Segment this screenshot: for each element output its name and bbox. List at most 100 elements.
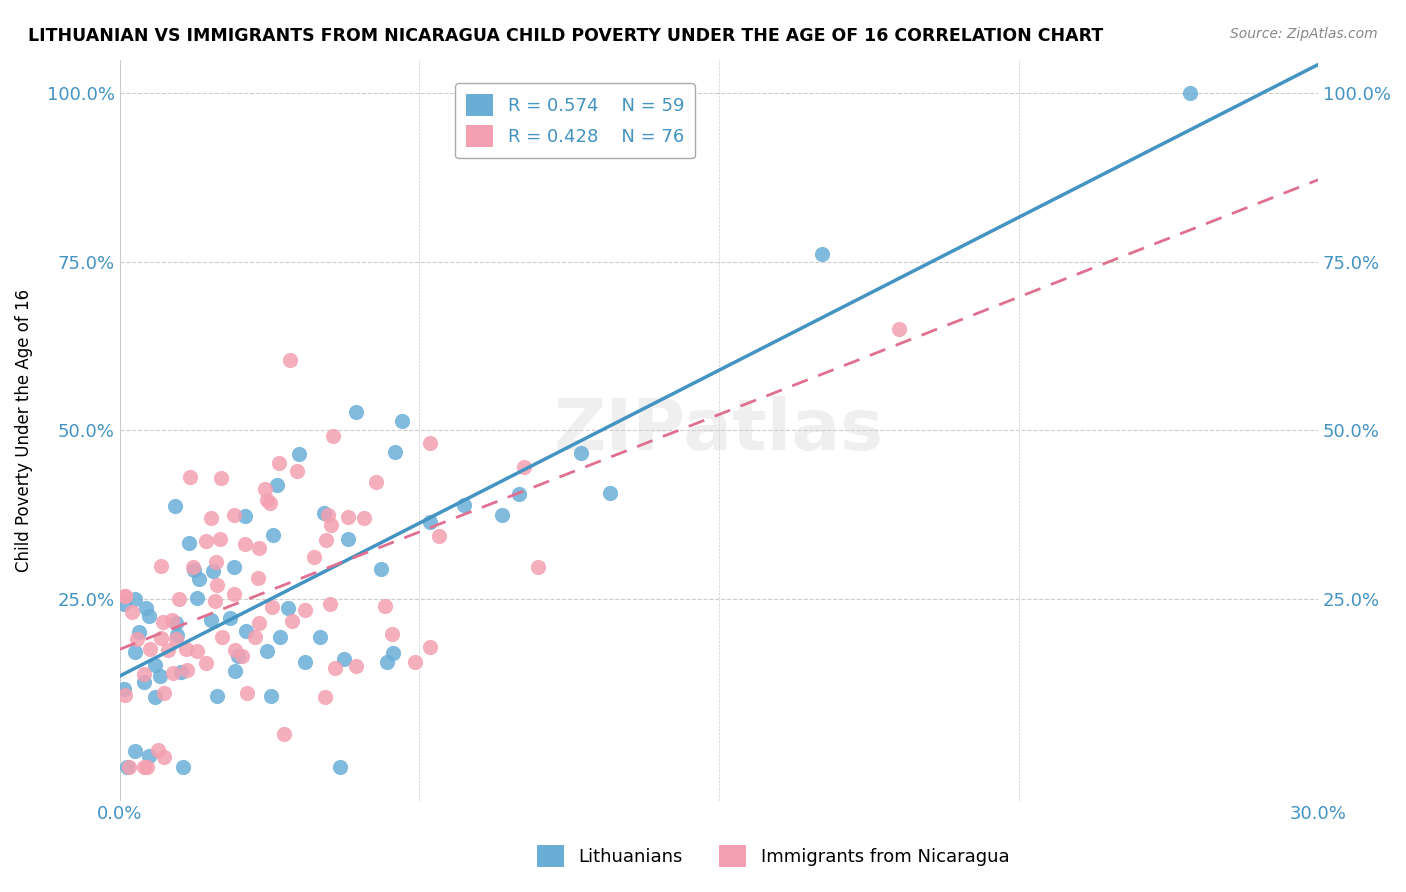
Point bbox=[186, 591, 208, 605]
Point bbox=[134, 666, 156, 681]
Point bbox=[508, 487, 530, 501]
Point bbox=[205, 689, 228, 703]
Point bbox=[288, 447, 311, 461]
Point bbox=[277, 600, 299, 615]
Point bbox=[167, 592, 190, 607]
Point bbox=[319, 518, 342, 533]
Point bbox=[391, 414, 413, 428]
Point bbox=[143, 658, 166, 673]
Point bbox=[344, 658, 367, 673]
Point bbox=[153, 686, 176, 700]
Point bbox=[235, 624, 257, 638]
Point bbox=[527, 560, 550, 574]
Point bbox=[281, 614, 304, 628]
Point bbox=[222, 587, 245, 601]
Point bbox=[112, 681, 135, 696]
Point bbox=[152, 750, 174, 764]
Point bbox=[453, 498, 475, 512]
Point bbox=[160, 613, 183, 627]
Point bbox=[322, 429, 344, 443]
Point bbox=[186, 644, 208, 658]
Point bbox=[419, 436, 441, 450]
Point bbox=[201, 564, 224, 578]
Point bbox=[139, 641, 162, 656]
Point bbox=[124, 644, 146, 658]
Point bbox=[262, 600, 284, 615]
Point bbox=[1180, 87, 1202, 101]
Point bbox=[236, 686, 259, 700]
Point bbox=[195, 656, 218, 670]
Point bbox=[112, 598, 135, 612]
Point bbox=[256, 493, 278, 508]
Point bbox=[304, 550, 326, 565]
Point bbox=[165, 615, 187, 630]
Point bbox=[224, 643, 246, 657]
Point bbox=[256, 644, 278, 658]
Point bbox=[325, 661, 347, 675]
Point bbox=[143, 690, 166, 704]
Point bbox=[364, 475, 387, 489]
Point bbox=[314, 506, 336, 520]
Point bbox=[267, 456, 290, 470]
Point bbox=[333, 652, 356, 666]
Point bbox=[294, 603, 316, 617]
Point bbox=[382, 646, 405, 660]
Point bbox=[262, 528, 284, 542]
Point bbox=[260, 690, 283, 704]
Point bbox=[266, 478, 288, 492]
Point bbox=[315, 533, 337, 548]
Point bbox=[810, 247, 832, 261]
Point bbox=[146, 743, 169, 757]
Point bbox=[224, 664, 246, 678]
Point bbox=[174, 642, 197, 657]
Point bbox=[259, 496, 281, 510]
Point bbox=[599, 485, 621, 500]
Point bbox=[128, 624, 150, 639]
Legend: R = 0.574    N = 59, R = 0.428    N = 76: R = 0.574 N = 59, R = 0.428 N = 76 bbox=[456, 84, 695, 158]
Point bbox=[205, 555, 228, 569]
Point bbox=[138, 609, 160, 624]
Point bbox=[114, 589, 136, 603]
Point bbox=[224, 560, 246, 574]
Point bbox=[233, 537, 256, 551]
Point bbox=[204, 594, 226, 608]
Point bbox=[209, 471, 232, 485]
Point bbox=[211, 630, 233, 644]
Point bbox=[246, 571, 269, 585]
Point bbox=[200, 511, 222, 525]
Point bbox=[404, 655, 426, 669]
Point bbox=[124, 591, 146, 606]
Point bbox=[181, 560, 204, 574]
Point bbox=[172, 760, 194, 774]
Legend: Lithuanians, Immigrants from Nicaragua: Lithuanians, Immigrants from Nicaragua bbox=[530, 838, 1017, 874]
Point bbox=[247, 616, 270, 631]
Point bbox=[887, 322, 910, 336]
Point bbox=[375, 655, 398, 669]
Point bbox=[183, 564, 205, 578]
Point bbox=[370, 562, 392, 576]
Point bbox=[427, 529, 450, 543]
Point bbox=[149, 668, 172, 682]
Point bbox=[177, 536, 200, 550]
Point bbox=[114, 689, 136, 703]
Point bbox=[114, 589, 136, 603]
Point bbox=[233, 509, 256, 524]
Point bbox=[336, 509, 359, 524]
Point bbox=[188, 572, 211, 586]
Point bbox=[127, 632, 149, 647]
Point bbox=[219, 611, 242, 625]
Point bbox=[170, 665, 193, 679]
Point bbox=[329, 760, 352, 774]
Point bbox=[319, 597, 342, 611]
Point bbox=[121, 605, 143, 619]
Point bbox=[269, 631, 291, 645]
Text: LITHUANIAN VS IMMIGRANTS FROM NICARAGUA CHILD POVERTY UNDER THE AGE OF 16 CORREL: LITHUANIAN VS IMMIGRANTS FROM NICARAGUA … bbox=[28, 27, 1104, 45]
Text: ZIPatlas: ZIPatlas bbox=[554, 396, 884, 465]
Point bbox=[222, 508, 245, 522]
Point bbox=[247, 541, 270, 555]
Point bbox=[231, 648, 253, 663]
Point bbox=[491, 508, 513, 522]
Point bbox=[285, 465, 308, 479]
Point bbox=[337, 532, 360, 546]
Point bbox=[569, 446, 592, 460]
